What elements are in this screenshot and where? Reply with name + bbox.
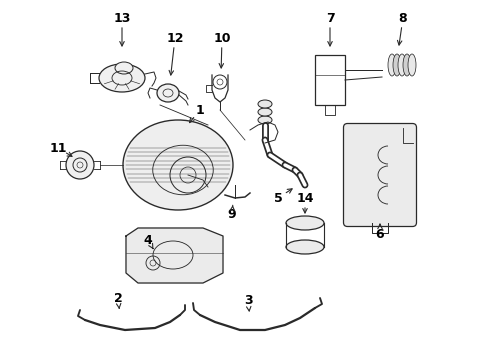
Text: 2: 2 [114,292,122,305]
Ellipse shape [403,54,411,76]
Text: 7: 7 [326,12,334,24]
Text: 1: 1 [196,104,204,117]
Ellipse shape [398,54,406,76]
Text: 9: 9 [228,208,236,221]
Ellipse shape [258,100,272,108]
Text: 12: 12 [166,31,184,45]
Text: 3: 3 [244,293,252,306]
Polygon shape [126,228,223,283]
Circle shape [66,151,94,179]
Ellipse shape [388,54,396,76]
Text: 5: 5 [273,192,282,204]
Text: 14: 14 [296,192,314,204]
Ellipse shape [99,64,145,92]
Ellipse shape [157,84,179,102]
Text: 8: 8 [399,12,407,24]
Ellipse shape [258,108,272,116]
Bar [315,55,345,105]
Text: 6: 6 [376,229,384,242]
Ellipse shape [286,240,324,254]
Ellipse shape [393,54,401,76]
Ellipse shape [286,216,324,230]
FancyBboxPatch shape [343,123,416,226]
Ellipse shape [408,54,416,76]
Text: 10: 10 [213,31,231,45]
Text: 11: 11 [49,141,67,154]
Text: 4: 4 [144,234,152,247]
Ellipse shape [115,62,133,74]
Text: 13: 13 [113,12,131,24]
Ellipse shape [258,116,272,124]
Ellipse shape [123,120,233,210]
